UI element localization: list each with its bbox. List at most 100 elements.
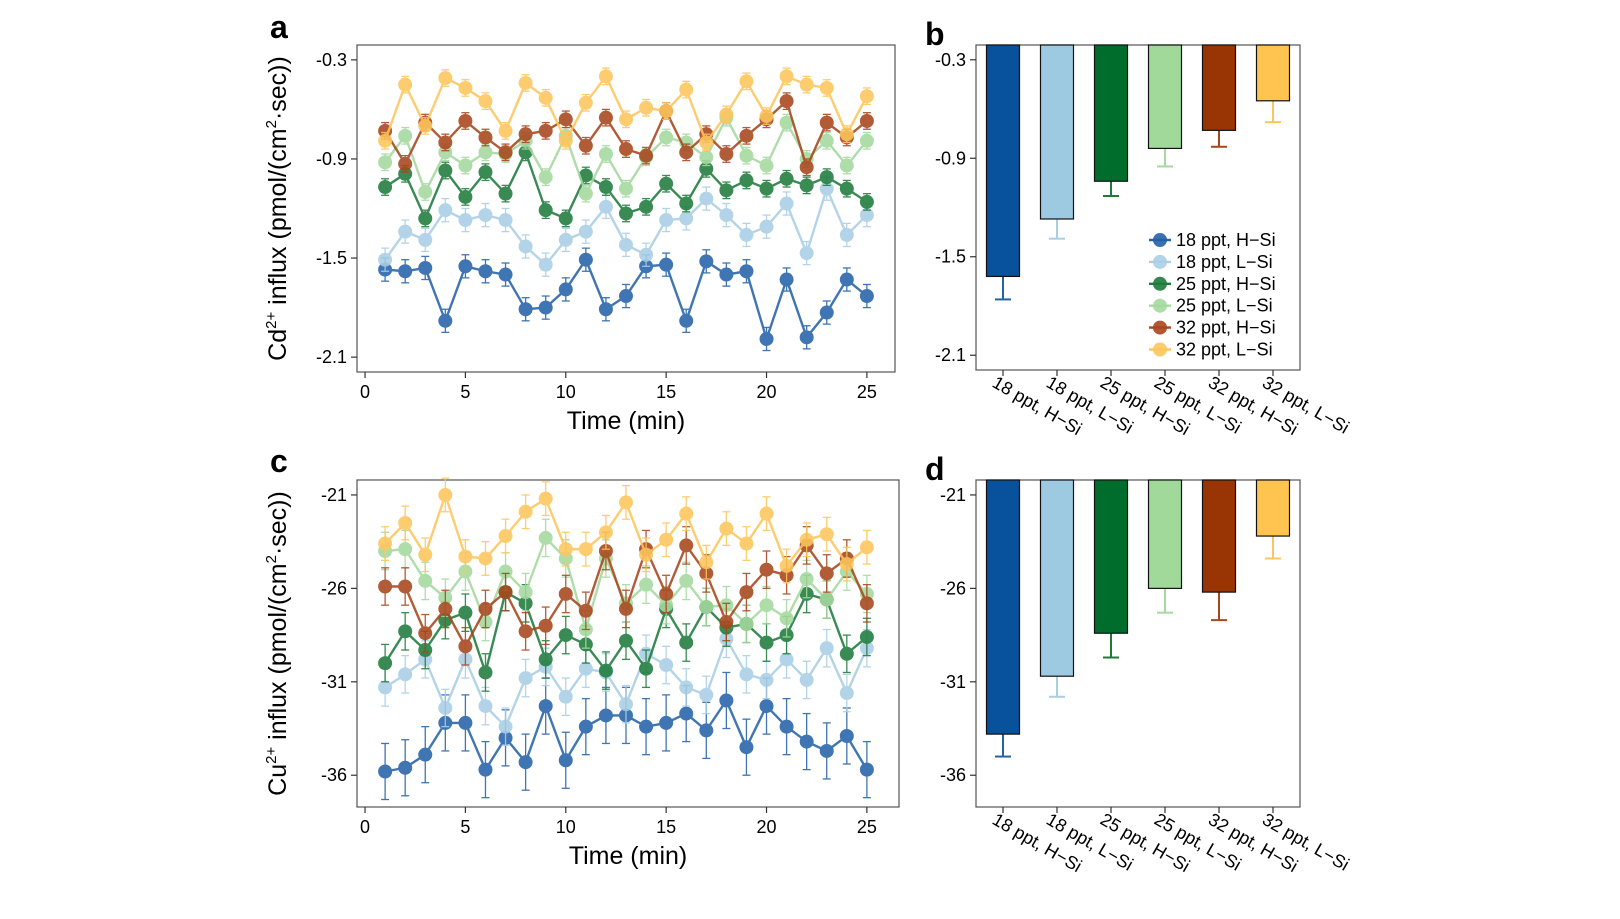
data-point: [639, 199, 654, 214]
data-point: [438, 313, 453, 328]
data-point: [538, 530, 553, 545]
legend-label: 32 ppt, H−Si: [1176, 318, 1276, 338]
data-point: [478, 94, 493, 109]
data-point: [478, 165, 493, 180]
y-tick-label: -0.9: [935, 148, 966, 168]
data-point: [779, 69, 794, 84]
y-tick-label: -21: [940, 485, 966, 505]
data-point: [518, 504, 533, 519]
y-axis-title-ion: Cu: [264, 764, 292, 796]
x-axis-title: Time (min): [569, 842, 688, 870]
data-point: [398, 542, 413, 557]
data-point: [498, 719, 513, 734]
y-tick-label: -2.1: [935, 345, 966, 365]
data-point: [739, 536, 754, 551]
y-axis-title: Cu2+ influx (pmol/(cm2·sec)): [263, 491, 292, 796]
y-tick-label: -2.1: [316, 347, 347, 367]
data-point: [659, 130, 674, 145]
plot-frame: [975, 479, 1301, 808]
data-point: [859, 540, 874, 555]
data-point: [458, 213, 473, 228]
data-point: [799, 246, 814, 261]
data-point: [719, 615, 734, 630]
data-point: [538, 618, 553, 633]
data-point: [538, 652, 553, 667]
data-point: [659, 213, 674, 228]
x-tick-label: 10: [556, 817, 576, 837]
data-point: [859, 113, 874, 128]
data-point: [759, 699, 774, 714]
y-axis-title-sup: 2: [263, 555, 280, 563]
data-point: [659, 657, 674, 672]
data-point: [478, 699, 493, 714]
plot-frame: [356, 479, 900, 808]
x-tick-label: 5: [460, 817, 470, 837]
data-point: [598, 544, 613, 559]
data-point: [659, 715, 674, 730]
data-point: [759, 562, 774, 577]
data-point: [839, 158, 854, 173]
data-point: [378, 579, 393, 594]
data-point: [458, 113, 473, 128]
y-axis-title: Cd2+ influx (pmol/(cm2·sec)): [263, 56, 292, 361]
legend-marker: [1153, 233, 1167, 247]
data-point: [799, 330, 814, 345]
data-point: [619, 237, 633, 252]
data-point: [478, 551, 493, 566]
data-point: [478, 264, 493, 279]
data-point: [699, 723, 714, 738]
data-point: [558, 542, 573, 557]
plot-frame: [975, 44, 1301, 371]
data-point: [819, 743, 834, 758]
data-point: [819, 305, 834, 320]
y-tick-label: -36: [321, 765, 347, 785]
data-point: [458, 605, 473, 620]
y-axis-title-end: ·sec)): [264, 491, 292, 555]
y-axis-title-charge: 2+: [263, 312, 280, 329]
data-point: [398, 760, 413, 775]
data-point: [498, 186, 513, 201]
data-point: [478, 601, 493, 616]
data-point: [679, 211, 694, 226]
bar: [1093, 479, 1129, 634]
data-point: [458, 715, 473, 730]
data-point: [839, 181, 854, 196]
data-point: [739, 128, 754, 143]
data-point: [538, 257, 553, 272]
data-point: [739, 227, 754, 242]
data-point: [719, 183, 734, 198]
y-tick-label: -26: [940, 578, 966, 598]
data-point: [759, 158, 774, 173]
data-point: [739, 173, 754, 188]
legend-label: 25 ppt, L−Si: [1176, 296, 1273, 316]
data-point: [779, 272, 794, 287]
y-axis-title-end: ·sec)): [264, 56, 292, 120]
data-point: [859, 762, 874, 777]
data-point: [679, 313, 694, 328]
data-point: [859, 289, 874, 304]
data-point: [578, 542, 593, 557]
data-point: [438, 700, 453, 715]
data-point: [719, 521, 734, 536]
data-point: [719, 693, 734, 708]
data-point: [659, 532, 674, 547]
data-point: [538, 203, 553, 218]
x-tick-label: 20: [757, 382, 777, 402]
y-tick-label: -1.5: [316, 248, 347, 268]
data-point: [639, 247, 654, 262]
data-point: [598, 199, 613, 214]
data-point: [598, 708, 613, 723]
data-point: [478, 145, 493, 160]
data-point: [438, 601, 453, 616]
data-point: [458, 549, 473, 564]
data-point: [679, 145, 694, 160]
data-point: [819, 170, 834, 185]
data-point: [819, 641, 834, 656]
bar: [1147, 44, 1183, 150]
x-tick-label: 5: [460, 382, 470, 402]
data-point: [639, 661, 654, 676]
data-point: [699, 135, 714, 150]
data-point: [558, 282, 573, 297]
